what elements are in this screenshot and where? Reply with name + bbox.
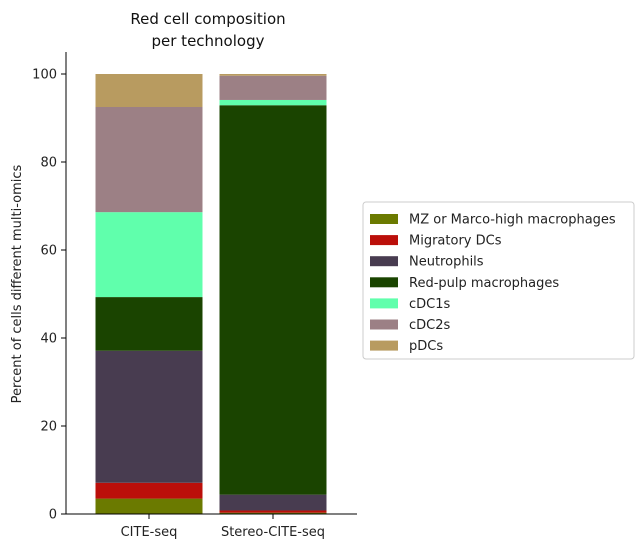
bar-segment-0-4 [95, 212, 203, 298]
legend-label: pDCs [409, 339, 443, 354]
chart-title-line-2: per technology [152, 32, 265, 50]
x-tick-label: Stereo-CITE-seq [221, 525, 325, 540]
y-tick-label: 80 [40, 156, 57, 171]
y-tick-label: 100 [32, 68, 57, 83]
chart-title-line-1: Red cell composition [130, 10, 285, 28]
legend-swatch [370, 298, 398, 309]
bar-segment-1-3 [219, 105, 327, 495]
x-tick-label: CITE-seq [121, 525, 178, 540]
bar-segment-1-4 [219, 99, 327, 106]
legend-label: Migratory DCs [409, 234, 502, 249]
bar-segment-1-0 [219, 512, 327, 514]
legend-label: Neutrophils [409, 255, 484, 270]
legend-swatch [370, 277, 398, 288]
y-tick-label: 40 [40, 332, 57, 347]
bar-segment-1-1 [219, 510, 327, 513]
bar-segment-0-5 [95, 107, 203, 213]
y-tick-label: 20 [40, 420, 57, 435]
legend-swatch [370, 340, 398, 351]
x-axis: CITE-seq Stereo-CITE-seq [66, 513, 357, 540]
bar-segment-0-3 [95, 297, 203, 351]
bar-segment-1-2 [219, 494, 327, 511]
bar-segment-0-2 [95, 350, 203, 483]
y-axis: 0 20 40 60 80 100 [32, 52, 67, 523]
legend-swatch [370, 235, 398, 246]
y-tick-label: 0 [49, 508, 57, 523]
legend-swatch [370, 214, 398, 224]
bar-segment-0-0 [95, 498, 203, 514]
legend-swatch [370, 319, 398, 330]
bar-segment-1-6 [219, 74, 327, 76]
legend-label: Red-pulp macrophages [409, 276, 559, 291]
bar-segment-0-6 [95, 74, 203, 107]
legend-label: cDC2s [409, 318, 451, 333]
bar-segment-1-5 [219, 75, 327, 100]
legend-label: MZ or Marco-high macrophages [409, 213, 616, 228]
bar-segment-0-1 [95, 482, 203, 499]
bars-group [95, 74, 327, 514]
legend-swatch [370, 256, 398, 267]
y-tick-label: 60 [40, 244, 57, 259]
legend-label: cDC1s [409, 297, 451, 312]
legend: MZ or Marco-high macrophages Migratory DC… [362, 201, 635, 360]
y-axis-title: Percent of cells different multi-omics [10, 164, 25, 403]
legend-frame [362, 201, 635, 360]
